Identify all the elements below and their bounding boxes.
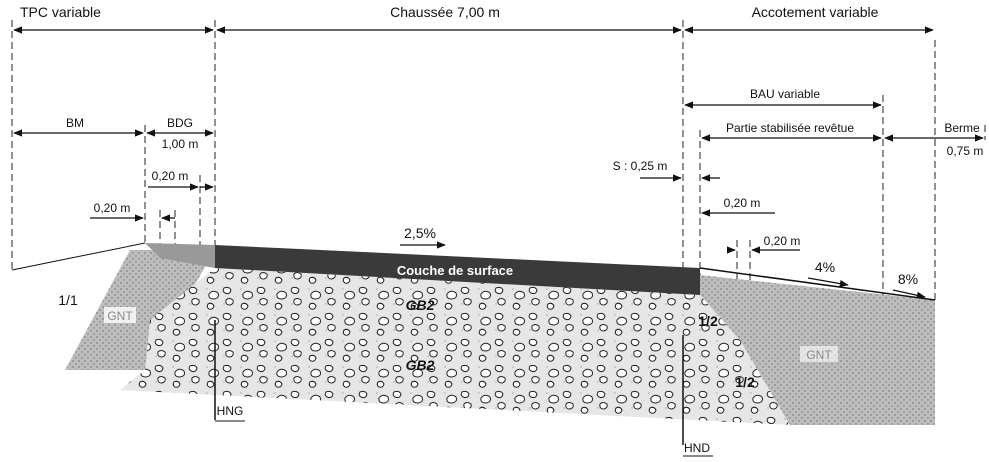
label: 1/2 xyxy=(735,374,755,390)
label: Berme xyxy=(944,121,980,135)
label: 0,20 m xyxy=(764,234,801,248)
label: 2,5% xyxy=(404,225,436,241)
label: 0,20 m xyxy=(724,196,761,210)
label: Chaussée 7,00 m xyxy=(390,4,500,20)
label: HND xyxy=(684,441,710,455)
label: 0,20 m xyxy=(94,201,131,215)
label: GNT xyxy=(806,348,832,362)
label: 4% xyxy=(815,259,835,275)
label: 8% xyxy=(898,271,918,287)
label: Partie stabilisée revêtue xyxy=(726,121,854,135)
labels: TPC variable Chaussée 7,00 m Accotement … xyxy=(20,4,984,457)
label: GB2 xyxy=(406,357,435,373)
label: 0,75 m xyxy=(947,144,984,158)
label: BAU variable xyxy=(750,87,820,101)
label: TPC variable xyxy=(20,4,101,20)
label: 1/2 xyxy=(698,313,718,329)
label: 0,20 m xyxy=(152,169,189,183)
label: Couche de surface xyxy=(397,263,513,278)
label: BDG xyxy=(167,116,193,130)
label: Accotement variable xyxy=(752,4,879,20)
label: GNT xyxy=(107,309,133,323)
label: 1,00 m xyxy=(162,137,199,151)
label: S : 0,25 m xyxy=(613,159,668,173)
label: 1/1 xyxy=(58,292,78,308)
label: GB2 xyxy=(406,297,435,313)
label: HNG xyxy=(217,404,244,418)
label: BM xyxy=(66,116,84,130)
structure xyxy=(11,242,936,445)
